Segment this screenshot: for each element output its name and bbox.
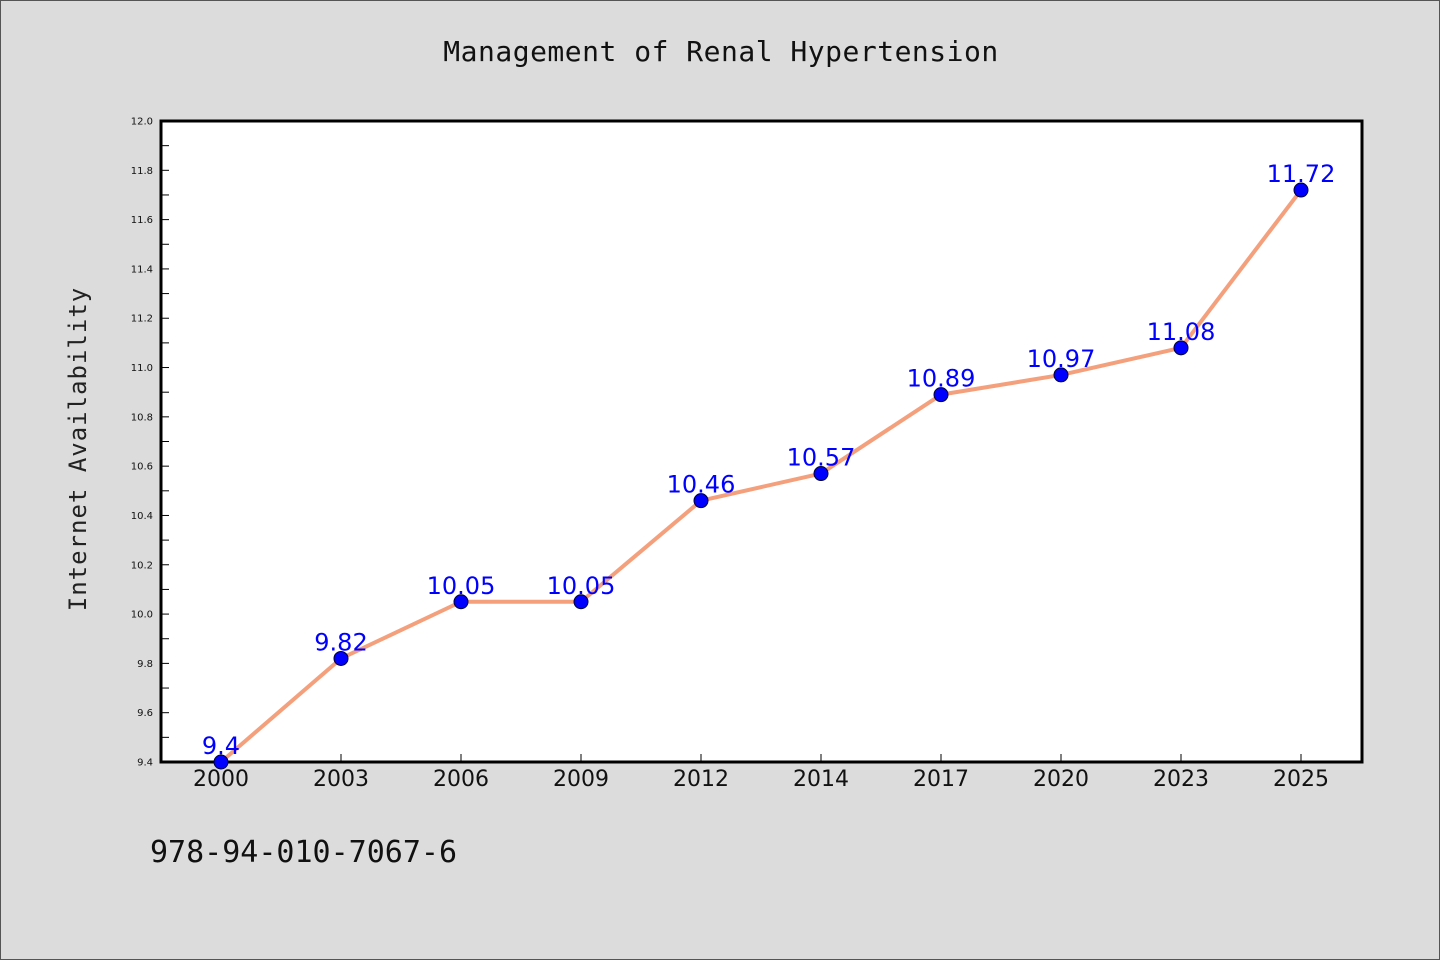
y-tick-label: 10.6	[131, 462, 153, 473]
y-tick-label: 10.4	[131, 511, 153, 522]
footer-code: 978-94-010-7067-6	[150, 835, 458, 870]
y-tick-label: 12.0	[131, 117, 153, 128]
data-label: 11.72	[1267, 160, 1336, 188]
x-tick-label: 2003	[313, 767, 369, 792]
data-point	[1173, 340, 1189, 356]
data-point	[693, 493, 709, 509]
data-label: 10.89	[907, 365, 976, 393]
data-label: 10.46	[667, 471, 736, 499]
y-tick-label: 9.8	[137, 659, 153, 670]
y-tick-label: 11.8	[131, 166, 153, 177]
x-tick-label: 2020	[1033, 767, 1089, 792]
data-point	[933, 387, 949, 403]
x-tick-label: 2009	[553, 767, 609, 792]
data-label: 10.05	[547, 572, 616, 600]
data-point	[1293, 182, 1309, 198]
data-label: 9.82	[314, 628, 367, 656]
series-layer: 9.4 9.82 10.05 10.05 10.46 10.57 10.89 10.97 11.…	[202, 160, 1336, 770]
data-label: 11.08	[1147, 318, 1216, 346]
x-tick-label: 2017	[913, 767, 969, 792]
y-tick-label: 10.8	[131, 412, 153, 423]
data-label: 10.57	[787, 444, 856, 472]
y-tick-label: 9.4	[137, 758, 153, 769]
y-tick-label: 11.2	[131, 314, 153, 325]
x-tick-label: 2025	[1273, 767, 1329, 792]
plot-area	[159, 119, 1364, 764]
x-tick-label: 2006	[433, 767, 489, 792]
x-axis: 2000 2003 2006 2009 2012 2014 2017 2020 2023 2025	[193, 754, 1329, 792]
y-tick-label: 10.0	[131, 610, 153, 621]
data-point	[333, 650, 349, 666]
data-point	[213, 754, 229, 770]
data-point	[813, 466, 829, 482]
data-label: 10.05	[427, 572, 496, 600]
y-axis: 9.4 9.6 9.8 10.0 10.2 10.4 10.6 10.8 11.0 11.2 11.…	[131, 117, 169, 769]
y-tick-label: 9.6	[137, 708, 153, 719]
y-tick-label: 11.0	[131, 363, 153, 374]
x-tick-label: 2012	[673, 767, 729, 792]
y-tick-label: 10.2	[131, 560, 153, 571]
data-label: 9.4	[202, 732, 240, 760]
x-tick-label: 2023	[1153, 767, 1209, 792]
x-tick-label: 2014	[793, 767, 849, 792]
y-tick-label: 11.6	[131, 215, 153, 226]
x-tick-label: 2000	[193, 767, 249, 792]
data-point	[573, 594, 589, 610]
data-point	[453, 594, 469, 610]
data-point	[1053, 367, 1069, 383]
chart-title: Management of Renal Hypertension	[443, 35, 999, 68]
series-line	[219, 188, 1303, 764]
data-label: 10.97	[1027, 345, 1096, 373]
y-tick-label: 11.4	[131, 264, 153, 275]
